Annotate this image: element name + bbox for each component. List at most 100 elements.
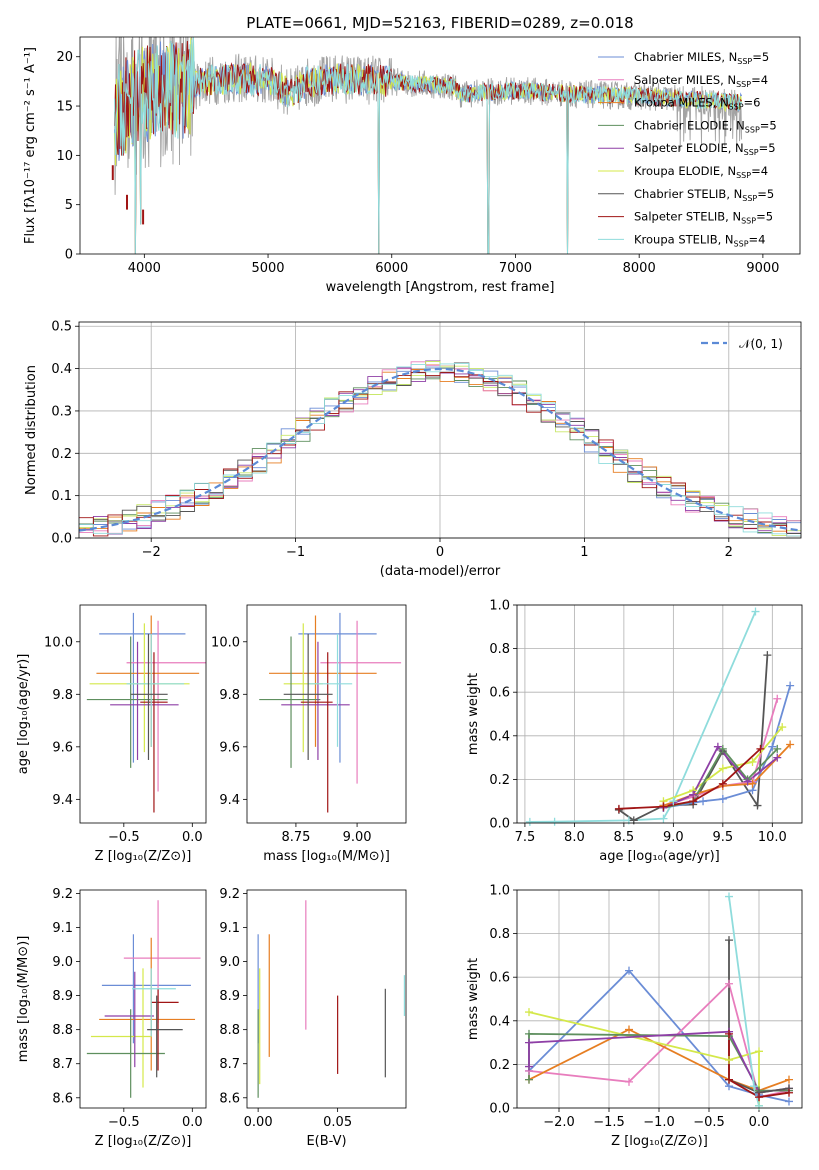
axes-frame	[246, 889, 407, 1109]
x-axis-label: E(B-V)	[306, 1134, 346, 1149]
x-tick-label: 10.0	[758, 830, 787, 845]
x-axis-label: (data-model)/error	[380, 564, 501, 579]
y-tick-label: 0.4	[489, 1014, 510, 1029]
histogram-series	[79, 362, 801, 537]
x-tick-label: 0.0	[749, 1115, 770, 1130]
x-axis-label: Z [log₁₀(Z/Z⊙)]	[95, 849, 192, 864]
x-tick-label: −1.5	[593, 1115, 625, 1130]
x-tick-label: −0.5	[108, 1115, 140, 1130]
x-tick-label: −1	[286, 545, 305, 560]
x-tick-label: −1.0	[643, 1115, 675, 1130]
legend-entry: Kroupa ELODIE, NSSP=4	[634, 164, 768, 180]
data-point	[725, 892, 733, 901]
data-point	[718, 764, 727, 773]
y-axis-label: Normed distribution	[24, 365, 39, 495]
y-tick-label: 20	[56, 50, 73, 65]
x-axis-label: Z [log₁₀(Z/Z⊙)]	[611, 1134, 708, 1149]
y-tick-label: 0.5	[51, 320, 72, 335]
x-tick-label: 8.5	[614, 830, 635, 845]
data-point	[768, 742, 777, 751]
plot-area	[257, 900, 406, 1098]
legend-entry: Salpeter ELODIE, NSSP=5	[634, 141, 776, 157]
series-line	[528, 1011, 760, 1106]
legend-entry: Chabrier ELODIE, NSSP=5	[634, 118, 777, 134]
axes-4	[513, 604, 803, 827]
data-point	[725, 1029, 733, 1038]
x-tick-label: −0.5	[108, 830, 140, 845]
y-tick-label: 1.0	[489, 599, 510, 614]
spectrum-line	[114, 37, 743, 254]
y-tick-label: 9.6	[52, 740, 73, 755]
data-point	[725, 979, 733, 988]
legend-entry: Kroupa STELIB, NSSP=4	[634, 232, 765, 248]
y-tick-label: 0	[65, 248, 73, 263]
data-point	[659, 814, 668, 823]
legend-entry: Salpeter MILES, NSSP=4	[634, 73, 768, 89]
y-tick-label: 9.8	[52, 688, 73, 703]
y-tick-label: 9.1	[52, 921, 73, 936]
spectrum-line	[114, 40, 743, 254]
data-point	[773, 694, 782, 703]
x-tick-label: 9.00	[343, 830, 372, 845]
data-point	[748, 757, 757, 766]
x-tick-label: 0.0	[182, 830, 203, 845]
x-tick-label: 9.0	[663, 830, 684, 845]
plot-area	[86, 612, 206, 813]
x-axis-label: age [log₁₀(age/yr)]	[599, 849, 720, 864]
data-point	[550, 817, 559, 826]
data-point	[751, 607, 760, 616]
y-tick-label: 8.7	[219, 1057, 240, 1072]
data-point	[755, 1101, 763, 1110]
data-point	[625, 966, 633, 975]
series-line	[728, 940, 790, 1094]
y-tick-label: 10.0	[44, 635, 73, 650]
y-tick-label: 0.0	[489, 817, 510, 832]
y-tick-label: 9.0	[219, 955, 240, 970]
axes-frame	[516, 889, 803, 1109]
data-point	[669, 797, 678, 806]
data-point	[785, 1088, 793, 1097]
y-tick-label: 0.6	[489, 971, 510, 986]
x-tick-label: −2.0	[543, 1115, 575, 1130]
x-tick-label: 4000	[128, 261, 161, 276]
data-point	[773, 744, 782, 753]
data-point	[718, 779, 727, 788]
axes-1	[75, 321, 802, 542]
y-axis-label: mass [log₁₀(M/M⊙)]	[16, 936, 31, 1063]
y-tick-label: 0.2	[489, 773, 510, 788]
data-point	[743, 777, 752, 786]
plot-area	[79, 360, 801, 537]
y-tick-label: 0.4	[51, 362, 72, 377]
y-tick-label: 8.9	[219, 989, 240, 1004]
x-tick-label: 0	[436, 545, 444, 560]
y-tick-label: 8.8	[52, 1023, 73, 1038]
normal-curve	[79, 367, 801, 532]
y-tick-label: 9.6	[219, 740, 240, 755]
y-tick-label: 8.6	[52, 1091, 73, 1106]
x-axis-label: mass [log₁₀(M/M⊙)]	[263, 849, 390, 864]
y-tick-label: 10	[56, 149, 73, 164]
x-tick-label: 9000	[746, 261, 779, 276]
y-tick-label: 1.0	[489, 884, 510, 899]
y-tick-label: 0.0	[489, 1102, 510, 1117]
data-point	[755, 1047, 763, 1056]
x-tick-label: −0.5	[693, 1115, 725, 1130]
x-tick-label: 5000	[251, 261, 284, 276]
x-tick-label: 7000	[499, 261, 532, 276]
axes-7	[513, 889, 803, 1112]
x-axis-label: Z [log₁₀(Z/Z⊙)]	[95, 1134, 192, 1149]
y-tick-label: 8.7	[52, 1057, 73, 1072]
axes-frame	[79, 36, 801, 255]
y-tick-label: 10.0	[211, 635, 240, 650]
data-point	[756, 744, 765, 753]
legend-entry: Chabrier MILES, NSSP=5	[634, 50, 769, 66]
data-point	[718, 795, 727, 804]
data-point	[786, 681, 795, 690]
x-tick-label: 9.5	[712, 830, 733, 845]
data-point	[785, 1075, 793, 1084]
axes-2	[76, 604, 207, 827]
y-tick-label: 8.6	[219, 1091, 240, 1106]
x-tick-label: 0.00	[244, 1115, 273, 1130]
data-point	[525, 1029, 533, 1038]
y-tick-label: 9.2	[52, 887, 73, 902]
